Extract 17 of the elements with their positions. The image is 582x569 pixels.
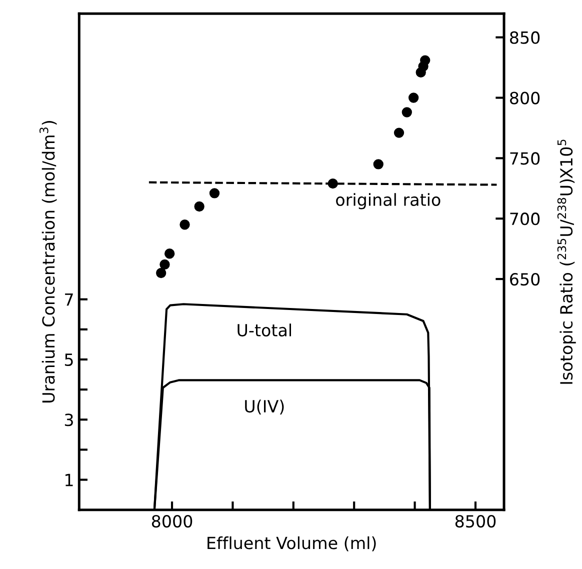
series-label: U-total [238,324,292,336]
series-label: original ratio [336,193,440,210]
y-axis-title: Uranium Concentration (mol/dm$^{3}$) [40,121,57,402]
y-tick-label: 5 [64,354,73,366]
x-axis-title: Effluent Volume (ml) [208,536,376,552]
y-tick-label: 3 [64,414,73,426]
y2-tick-label: 700 [510,212,540,226]
y2-tick-label: 800 [510,92,540,104]
y2-tick-label: 850 [510,31,540,44]
y-tick-label: 7 [65,294,73,306]
x-tick-label: 8500 [455,514,496,528]
series-label: U(IV) [245,400,284,415]
y-tick-label: 1 [66,474,73,486]
y2-axis-title: Isotopic Ratio ($^{235}$U/$^{238}$U)X10$^{5}$ [557,140,576,384]
y2-tick-label: 650 [510,272,540,286]
y2-tick-label: 750 [510,152,540,165]
x-tick-label: 8000 [152,514,192,528]
